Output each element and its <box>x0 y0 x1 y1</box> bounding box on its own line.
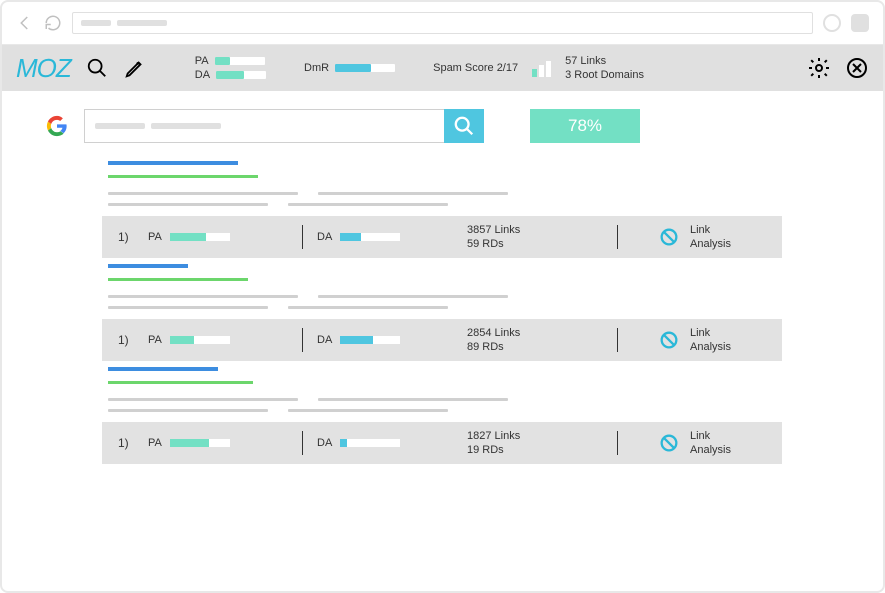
result-index: 1) <box>118 333 148 347</box>
metrics-bar: 1) PA DA 3857 Links59 RDs LinkAnalysis <box>102 216 782 258</box>
result-title-placeholder[interactable] <box>108 367 218 371</box>
window-maximize-icon[interactable] <box>851 14 869 32</box>
da-label: DA <box>195 69 210 81</box>
pa-metric: PA <box>148 437 288 449</box>
search-result: 1) PA DA 2854 Links89 RDs LinkAnalysis <box>102 264 782 361</box>
pa-da-block: PA DA <box>195 55 266 81</box>
percentage-badge: 78% <box>530 109 640 143</box>
search-box <box>84 109 484 143</box>
target-icon <box>658 432 680 454</box>
reload-icon[interactable] <box>44 14 62 32</box>
search-input[interactable] <box>84 109 444 143</box>
spam-bars-icon <box>532 59 551 77</box>
result-title-placeholder[interactable] <box>108 161 238 165</box>
links-metric: 2854 Links89 RDs <box>467 326 597 355</box>
google-logo-icon <box>46 115 68 137</box>
browser-window: MOZ PA DA DmR Spam Score 2/17 <box>0 0 885 593</box>
back-icon[interactable] <box>16 14 34 32</box>
search-button[interactable] <box>444 109 484 143</box>
result-desc <box>108 203 782 206</box>
moz-toolbar: MOZ PA DA DmR Spam Score 2/17 <box>2 45 883 91</box>
pa-label: PA <box>195 55 209 67</box>
content-area: 78% 1) PA DA 3857 Links59 RDs <box>2 91 883 464</box>
result-url-placeholder[interactable] <box>108 381 253 384</box>
pencil-icon[interactable] <box>123 56 147 80</box>
window-minimize-icon[interactable] <box>823 14 841 32</box>
da-metric: DA <box>317 334 467 346</box>
pa-metric: PA <box>148 231 288 243</box>
result-desc <box>108 306 782 309</box>
link-analysis-action[interactable]: LinkAnalysis <box>658 223 731 252</box>
pa-metric: PA <box>148 334 288 346</box>
target-icon <box>658 226 680 248</box>
links-metric: 3857 Links59 RDs <box>467 223 597 252</box>
result-desc <box>108 295 782 298</box>
da-metric: DA <box>317 231 467 243</box>
url-bar[interactable] <box>72 12 813 34</box>
da-bar <box>216 71 266 79</box>
result-desc <box>108 409 782 412</box>
search-row: 78% <box>46 109 859 143</box>
spam-label: Spam Score 2/17 <box>433 62 518 74</box>
link-analysis-action[interactable]: LinkAnalysis <box>658 429 731 458</box>
result-index: 1) <box>118 436 148 450</box>
dmr-label: DmR <box>304 62 329 74</box>
target-icon <box>658 329 680 351</box>
dmr-block: DmR <box>304 62 395 74</box>
result-desc <box>108 192 782 195</box>
dmr-bar <box>335 64 395 72</box>
result-title-placeholder[interactable] <box>108 264 188 268</box>
metrics-bar: 1) PA DA 2854 Links89 RDs LinkAnalysis <box>102 319 782 361</box>
links-count: 57 Links <box>565 54 644 68</box>
result-desc <box>108 398 782 401</box>
search-result: 1) PA DA 3857 Links59 RDs LinkAnalysis <box>102 161 782 258</box>
search-icon[interactable] <box>85 56 109 80</box>
results-list: 1) PA DA 3857 Links59 RDs LinkAnalysis <box>46 161 859 464</box>
browser-chrome <box>2 2 883 45</box>
result-url-placeholder[interactable] <box>108 278 248 281</box>
link-summary: 57 Links 3 Root Domains <box>565 54 644 83</box>
close-icon[interactable] <box>845 56 869 80</box>
moz-logo: MOZ <box>16 53 71 84</box>
result-index: 1) <box>118 230 148 244</box>
result-url-placeholder[interactable] <box>108 175 258 178</box>
pa-bar <box>215 57 265 65</box>
metrics-bar: 1) PA DA 1827 Links19 RDs LinkAnalysis <box>102 422 782 464</box>
links-metric: 1827 Links19 RDs <box>467 429 597 458</box>
root-domains-count: 3 Root Domains <box>565 68 644 82</box>
search-result: 1) PA DA 1827 Links19 RDs LinkAnalysis <box>102 367 782 464</box>
gear-icon[interactable] <box>807 56 831 80</box>
link-analysis-action[interactable]: LinkAnalysis <box>658 326 731 355</box>
da-metric: DA <box>317 437 467 449</box>
